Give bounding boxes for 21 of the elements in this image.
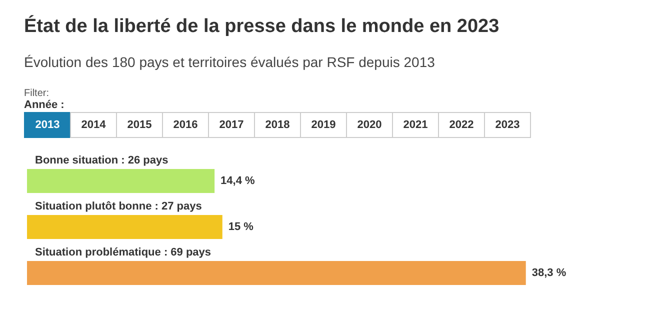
chart-title: État de la liberté de la presse dans le monde en 2023 [24,16,500,38]
text: 2021 [392,112,439,138]
chart-subtitle: Évolution des 180 pays et territoires évalués par RSF depuis 2013 [24,54,435,70]
text: 2014 [70,112,117,138]
text: 2020 [346,112,393,138]
y-tick-label: Situation problématique : 69 pays [35,246,212,258]
text: Filter: [24,88,49,99]
text: 2023 [484,112,531,138]
data-label: 14,4 % [220,175,256,187]
y-tick-label: Bonne situation : 26 pays [35,154,168,166]
data-label: 15 % [228,221,254,233]
text: 2018 [254,112,301,138]
text: 2016 [162,112,209,138]
text: 2015 [116,112,163,138]
text: Année : [24,99,64,111]
y-tick-label: Situation plutôt bonne : 27 pays [35,200,202,212]
data-label: 38,3 % [532,267,566,279]
text: 2019 [300,112,347,138]
text: 2013 [24,112,71,138]
text: 2022 [438,112,485,138]
text: 2017 [208,112,255,138]
